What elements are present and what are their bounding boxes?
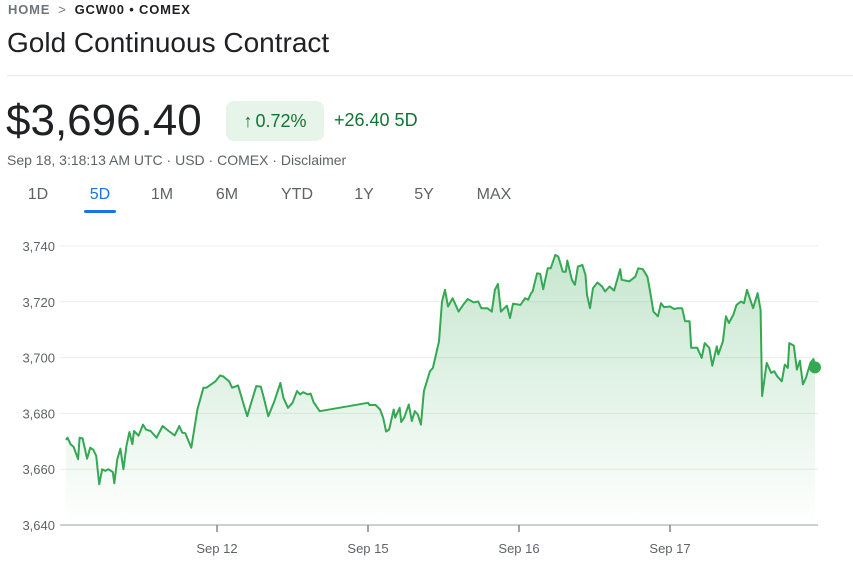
y-tick-label: 3,720 (22, 295, 55, 310)
quote-subline: Sep 18, 3:18:13 AM UTC · USD · COMEX · D… (7, 152, 347, 168)
x-tick-label: Sep 15 (347, 541, 388, 556)
tab-5d[interactable]: 5D (84, 184, 116, 213)
y-tick-label: 3,660 (22, 462, 55, 477)
x-tick-label: Sep 16 (498, 541, 539, 556)
tab-1y[interactable]: 1Y (354, 186, 374, 203)
change-percent-badge: ↑ 0.72% (226, 101, 324, 141)
change-percent: 0.72% (255, 110, 307, 131)
y-tick-label: 3,640 (22, 518, 55, 533)
x-tick-label: Sep 17 (649, 541, 690, 556)
change-absolute: +26.40 5D (334, 110, 418, 130)
y-tick-label: 3,680 (22, 406, 55, 421)
page-title: Gold Continuous Contract (7, 27, 330, 58)
tab-1d[interactable]: 1D (27, 186, 49, 203)
tab-max[interactable]: MAX (476, 186, 512, 203)
last-price-dot (808, 361, 821, 374)
tab-1m[interactable]: 1M (150, 186, 174, 203)
price-line (65, 253, 816, 486)
breadcrumb: HOME > GCW00 • COMEX (8, 2, 191, 17)
x-tick-label: Sep 12 (196, 541, 237, 556)
breadcrumb-current: GCW00 • COMEX (74, 2, 191, 17)
divider (7, 75, 853, 76)
breadcrumb-home-link[interactable]: HOME (8, 2, 51, 17)
chevron-right-icon: > (58, 2, 67, 17)
y-tick-label: 3,700 (22, 351, 55, 366)
price-area (66, 254, 815, 525)
price-chart[interactable]: 3,740 3,720 3,700 3,680 3,660 3,640 Sep 12 Sep… (0, 230, 853, 570)
tab-6m[interactable]: 6M (215, 186, 239, 203)
arrow-up-icon: ↑ (243, 110, 253, 131)
tab-ytd[interactable]: YTD (281, 186, 313, 203)
tab-5y[interactable]: 5Y (414, 186, 434, 203)
y-tick-label: 3,740 (22, 239, 55, 254)
price: $3,696.40 (6, 96, 202, 145)
